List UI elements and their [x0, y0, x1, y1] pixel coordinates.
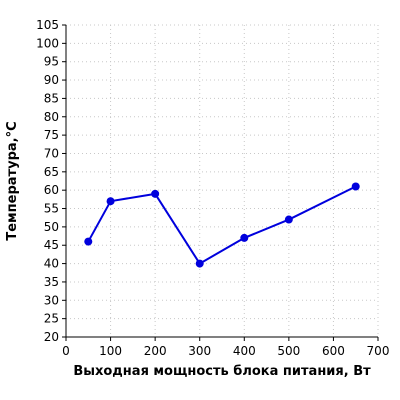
x-axis-title: Выходная мощность блока питания, Вт [73, 364, 371, 379]
y-tick-label: 40 [44, 257, 59, 271]
x-tick-label: 600 [322, 344, 345, 358]
y-tick-label: 30 [44, 293, 59, 307]
data-point [195, 259, 204, 268]
axes [65, 25, 378, 338]
x-tick-label: 100 [99, 344, 122, 358]
data-point [351, 182, 360, 191]
x-tick-label: 500 [277, 344, 300, 358]
y-tick-label: 20 [44, 330, 59, 344]
grid [65, 24, 379, 338]
y-tick-label: 100 [36, 36, 59, 50]
x-tick-label: 300 [188, 344, 211, 358]
data-point [84, 237, 93, 246]
data-point [284, 215, 293, 224]
y-tick-label: 70 [44, 146, 59, 160]
y-tick-label: 95 [44, 55, 59, 69]
y-tick-label: 65 [44, 165, 59, 179]
y-tick-label: 105 [36, 18, 59, 32]
series-line-0 [87, 185, 357, 265]
y-tick-label: 35 [44, 275, 59, 289]
x-tick-label: 200 [144, 344, 167, 358]
x-tick-label: 700 [367, 344, 390, 358]
y-tick-label: 75 [44, 128, 59, 142]
y-axis-title: Температура,°С [5, 121, 20, 240]
x-tick-label: 0 [62, 344, 70, 358]
data-point [240, 233, 249, 242]
x-axis-ticks: 0 100 200 300 400 500 600 700 [62, 337, 389, 358]
y-axis-ticks: 20 25 30 35 40 45 50 55 60 65 70 75 80 85 90 95 100 105 [36, 18, 66, 344]
y-tick-label: 90 [44, 73, 59, 87]
data-point [151, 189, 160, 198]
y-tick-label: 80 [44, 110, 59, 124]
y-tick-label: 45 [44, 238, 59, 252]
y-tick-label: 25 [44, 312, 59, 326]
x-tick-label: 400 [233, 344, 256, 358]
series-group [84, 182, 360, 268]
y-tick-label: 50 [44, 220, 59, 234]
y-tick-label: 55 [44, 202, 59, 216]
data-point [106, 197, 115, 206]
y-tick-label: 85 [44, 91, 59, 105]
y-tick-label: 60 [44, 183, 59, 197]
